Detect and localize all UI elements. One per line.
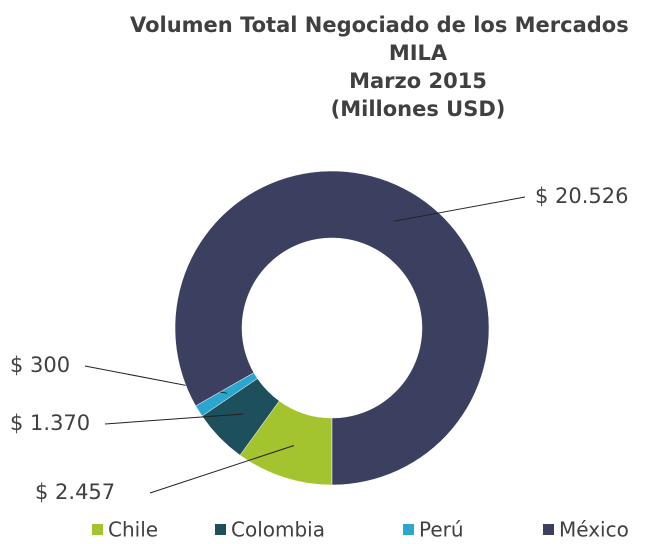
donut-slice — [174, 170, 490, 486]
leader-line — [149, 445, 295, 494]
legend-swatch — [543, 524, 554, 535]
chart-title: Marzo 2015 — [349, 69, 487, 93]
leader-line — [393, 196, 526, 222]
chart-title: Volumen Total Negociado de los Mercados — [130, 13, 629, 37]
chart-title: (Millones USD) — [331, 97, 506, 121]
leader-line — [104, 413, 244, 425]
legend-swatch — [92, 524, 103, 535]
data-label: $ 300 — [10, 353, 70, 377]
data-label: $ 1.370 — [10, 411, 90, 435]
legend-label: Chile — [108, 518, 158, 542]
legend-label: Perú — [419, 518, 464, 542]
data-label: $ 20.526 — [535, 184, 629, 208]
legend-swatch — [403, 524, 414, 535]
chart-title: MILA — [389, 41, 448, 65]
legend-label: Colombia — [231, 518, 325, 542]
legend-label: México — [559, 518, 629, 542]
legend-swatch — [215, 524, 226, 535]
data-label: $ 2.457 — [35, 480, 115, 504]
